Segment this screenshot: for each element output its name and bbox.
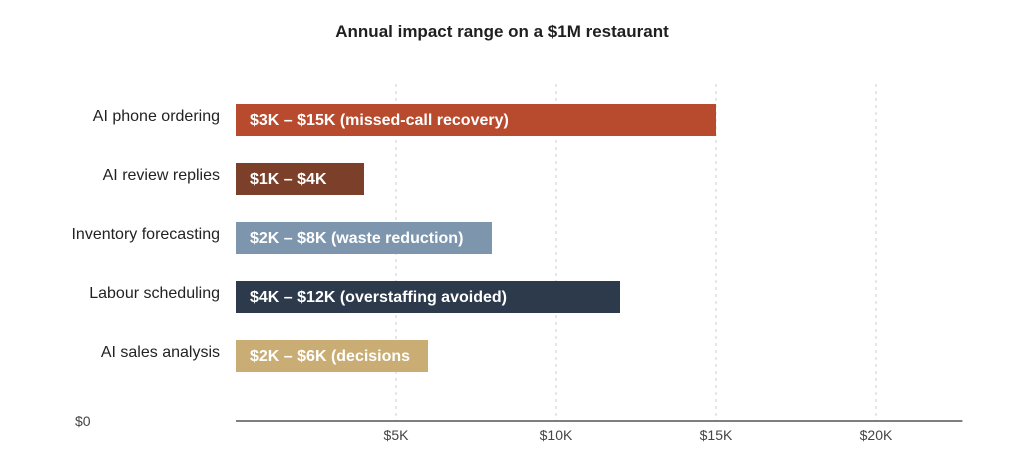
x-tick-label: $10K	[540, 427, 573, 443]
category-label: AI review replies	[103, 167, 220, 184]
x-tick-label: $5K	[384, 427, 410, 443]
category-label: Labour scheduling	[89, 285, 220, 302]
bar	[236, 340, 428, 372]
x-tick-label: $20K	[860, 427, 893, 443]
category-label: Inventory forecasting	[71, 226, 220, 243]
bar-value-label: $3K – $15K (missed-call recovery)	[250, 112, 509, 129]
bar	[236, 163, 364, 195]
category-label: AI phone ordering	[93, 108, 220, 125]
bar	[236, 104, 716, 136]
category-label: AI sales analysis	[101, 344, 220, 361]
bar-value-label: $2K – $8K (waste reduction)	[250, 230, 463, 247]
x-tick-label: $15K	[700, 427, 733, 443]
bar	[236, 222, 492, 254]
bar-value-label: $1K – $4K	[250, 171, 327, 188]
x-axis: $5K $10K $15K $20K $0	[75, 413, 963, 443]
bar-value-label: $2K – $6K (decisions	[250, 348, 410, 365]
bars: AI phone ordering $3K – $15K (missed-call…	[71, 104, 716, 372]
bar-value-label: $4K – $12K (overstaffing avoided)	[250, 289, 507, 306]
chart-title: Annual impact range on a $1M restaurant	[335, 22, 669, 41]
origin-label: $0	[75, 413, 91, 429]
bar	[236, 281, 620, 313]
